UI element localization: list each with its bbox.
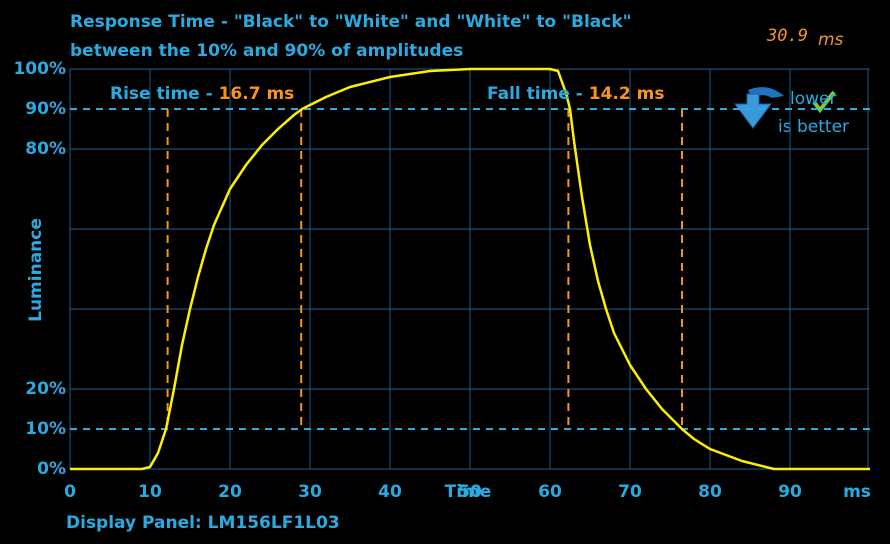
footer: Display Panel: LM156LF1L03 [66,513,340,533]
annotation: Fall time - 14.2 ms [487,84,664,104]
annotation-value: 14.2 ms [589,84,665,104]
badge-icon [734,87,836,129]
x-tick-label: 90 [778,482,802,502]
annotation: Rise time - 16.7 ms [110,84,294,104]
x-tick-label: 40 [378,482,402,502]
y-tick-label: 10% [25,419,66,439]
chart-title: Response Time - "Black" to "White" and "… [70,12,632,32]
x-tick-label: 50 [458,482,482,502]
badge-text: lower [790,89,836,109]
y-tick-label: 100% [13,59,66,79]
curve [70,67,870,471]
y-axis-label: Luminance [26,218,46,322]
x-tick-label: 0 [64,482,76,502]
annotation-label: Rise time - [110,84,219,104]
annotation-label: Fall time - [487,84,589,104]
badge-text: is better [778,117,849,137]
y-tick-label: 80% [25,139,66,159]
x-tick-label: 20 [218,482,242,502]
x-tick-label: 30 [298,482,322,502]
x-axis-label: Time [445,482,492,502]
result-value: 30.9 [766,26,808,46]
x-tick-label: 70 [618,482,642,502]
result-unit: ms [818,30,844,50]
y-tick-label: 90% [25,99,66,119]
y-tick-label: 20% [25,379,66,399]
x-axis-unit: ms [843,482,871,502]
x-tick-label: 10 [138,482,162,502]
y-tick-label: 0% [37,459,66,479]
annotation-value: 16.7 ms [219,84,295,104]
x-tick-label: 80 [698,482,722,502]
chart-subtitle: between the 10% and 90% of amplitudes [70,41,463,61]
x-tick-label: 60 [538,482,562,502]
